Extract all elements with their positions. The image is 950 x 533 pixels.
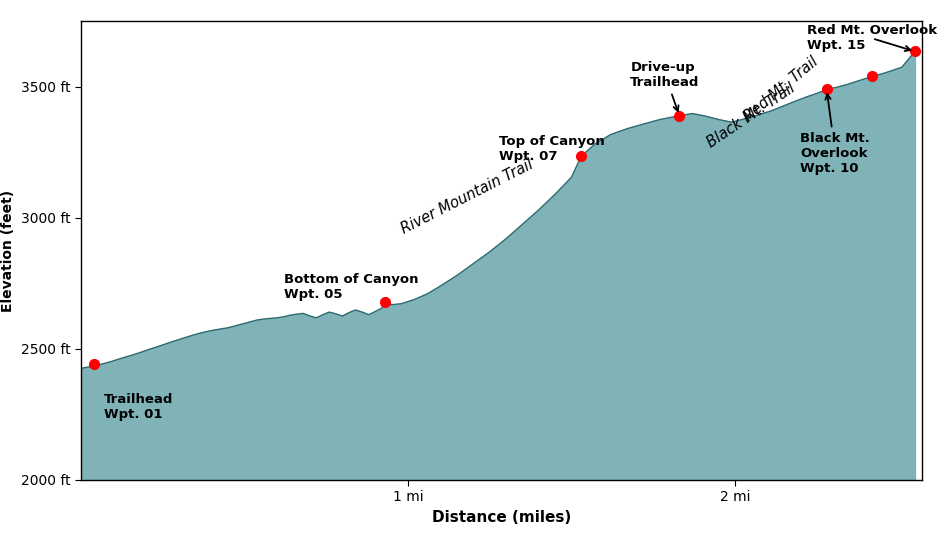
Text: Black Mt. Trail: Black Mt. Trail <box>705 80 798 151</box>
Text: Drive-up
Trailhead: Drive-up Trailhead <box>631 61 700 111</box>
Text: Red Mt. Overlook
Wpt. 15: Red Mt. Overlook Wpt. 15 <box>807 25 937 52</box>
Text: River Mountain Trail: River Mountain Trail <box>398 157 536 237</box>
Text: Top of Canyon
Wpt. 07: Top of Canyon Wpt. 07 <box>500 135 605 163</box>
X-axis label: Distance (miles): Distance (miles) <box>431 510 571 524</box>
Text: Red Mt. Trail: Red Mt. Trail <box>741 54 821 125</box>
Text: Black Mt.
Overlook
Wpt. 10: Black Mt. Overlook Wpt. 10 <box>801 94 870 175</box>
Text: Bottom of Canyon
Wpt. 05: Bottom of Canyon Wpt. 05 <box>284 273 418 301</box>
Text: Trailhead
Wpt. 01: Trailhead Wpt. 01 <box>104 393 173 421</box>
Y-axis label: Elevation (feet): Elevation (feet) <box>1 189 15 312</box>
